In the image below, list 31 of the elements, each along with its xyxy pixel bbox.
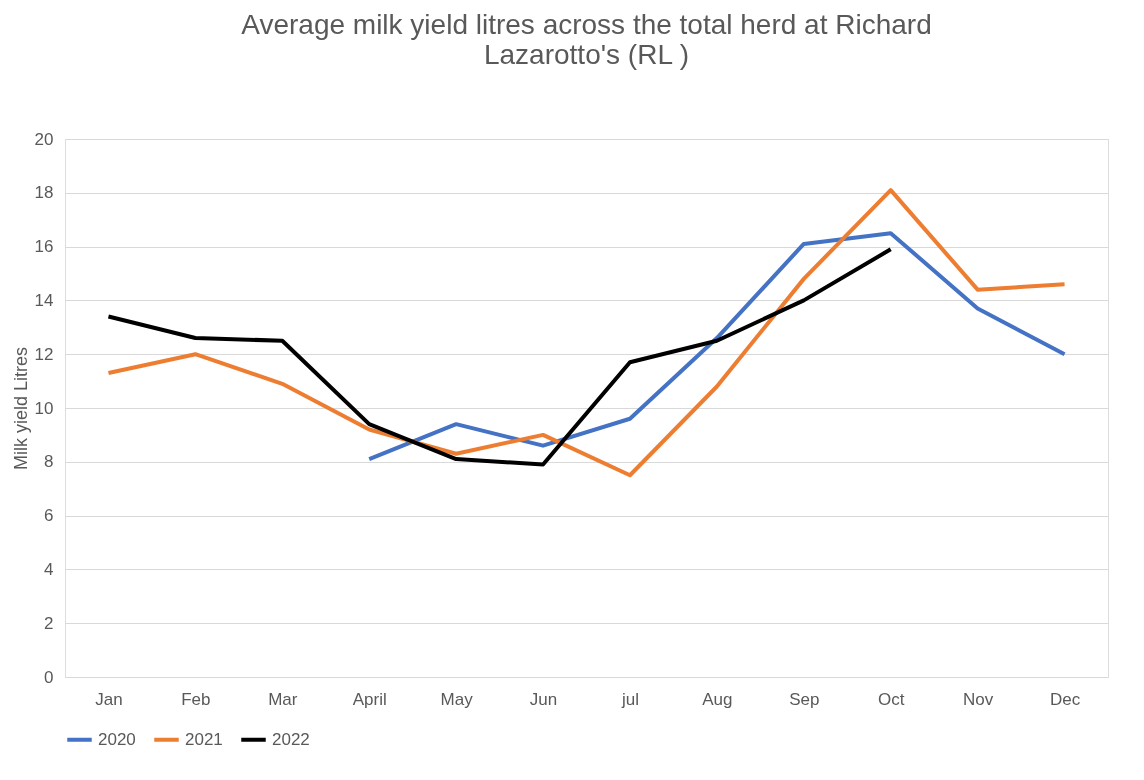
x-tick-label: Aug (702, 689, 733, 709)
y-tick-label: 12 (34, 344, 54, 364)
y-tick-label: 2 (44, 613, 54, 633)
line-series (367, 231, 1067, 462)
x-tick-label: April (352, 689, 387, 709)
y-tick-label: 6 (44, 506, 54, 526)
x-tick-label: Mar (268, 689, 298, 709)
y-axis-title: Milk yield Litres (10, 346, 31, 471)
line-series (106, 247, 893, 467)
x-tick-label: May (440, 689, 474, 709)
x-tick-label: Jan (95, 689, 123, 709)
x-tick-label: Jun (529, 689, 558, 709)
legend-label: 2020 (98, 729, 136, 749)
y-tick-label: 10 (34, 398, 54, 418)
y-tick-label: 4 (44, 559, 54, 579)
x-tick-label: Feb (181, 689, 211, 709)
x-tick-label: jul (620, 689, 639, 709)
y-tick-label: 16 (34, 237, 54, 257)
x-tick-label: Oct (877, 689, 905, 709)
x-tick-label: Nov (963, 689, 994, 709)
x-tick-label: Sep (789, 689, 820, 709)
line-series (106, 188, 1067, 478)
y-tick-label: 8 (44, 452, 54, 472)
chart-title: Average milk yield litres across the total herd at Richard Lazarotto's (RL ) (241, 9, 932, 70)
y-tick-label: 18 (34, 183, 54, 203)
legend-label: 2022 (272, 729, 310, 749)
legend-label: 2021 (185, 729, 223, 749)
y-tick-label: 20 (34, 129, 54, 149)
y-tick-label: 0 (44, 667, 54, 687)
y-tick-label: 14 (34, 290, 54, 310)
x-tick-label: Dec (1049, 689, 1081, 709)
